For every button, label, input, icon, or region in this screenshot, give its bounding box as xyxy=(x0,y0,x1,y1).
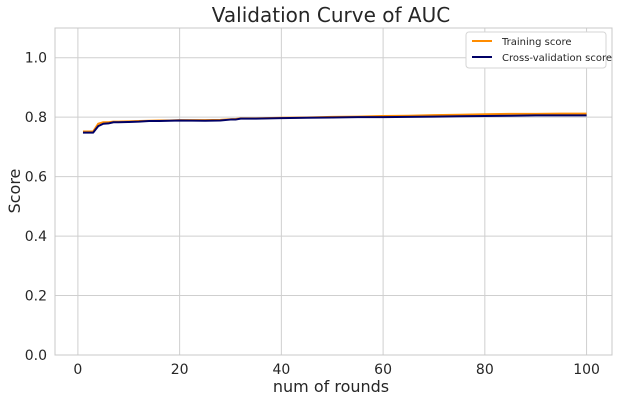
plot-area xyxy=(55,28,612,355)
x-tick-labels: 0 20 40 60 80 100 xyxy=(73,362,600,378)
x-tick-label: 40 xyxy=(272,362,290,378)
chart-title: Validation Curve of AUC xyxy=(212,3,450,27)
series-lines xyxy=(82,112,587,134)
cross-validation-score-line xyxy=(82,114,587,134)
x-tick-label: 80 xyxy=(476,362,494,378)
y-axis-label: Score xyxy=(5,169,24,214)
y-tick-label: 0.4 xyxy=(25,229,47,245)
x-tick-label: 0 xyxy=(73,362,82,378)
y-tick-labels: 0.0 0.2 0.4 0.6 0.8 1.0 xyxy=(25,51,47,364)
y-tick-label: 0.0 xyxy=(25,348,47,364)
y-tick-label: 0.2 xyxy=(25,289,47,305)
x-tick-label: 20 xyxy=(171,362,189,378)
legend-label-cross-validation: Cross-validation score xyxy=(502,53,612,64)
y-tick-label: 0.6 xyxy=(25,170,47,186)
legend: Training score Cross-validation score xyxy=(465,31,612,69)
legend-box xyxy=(465,31,607,69)
legend-label-training: Training score xyxy=(501,37,572,48)
x-tick-label: 60 xyxy=(374,362,392,378)
y-tick-label: 0.8 xyxy=(25,110,47,126)
y-tick-label: 1.0 xyxy=(25,51,47,67)
x-axis-label: num of rounds xyxy=(273,377,389,396)
x-tick-label: 100 xyxy=(573,362,600,378)
plot-frame xyxy=(54,27,613,356)
